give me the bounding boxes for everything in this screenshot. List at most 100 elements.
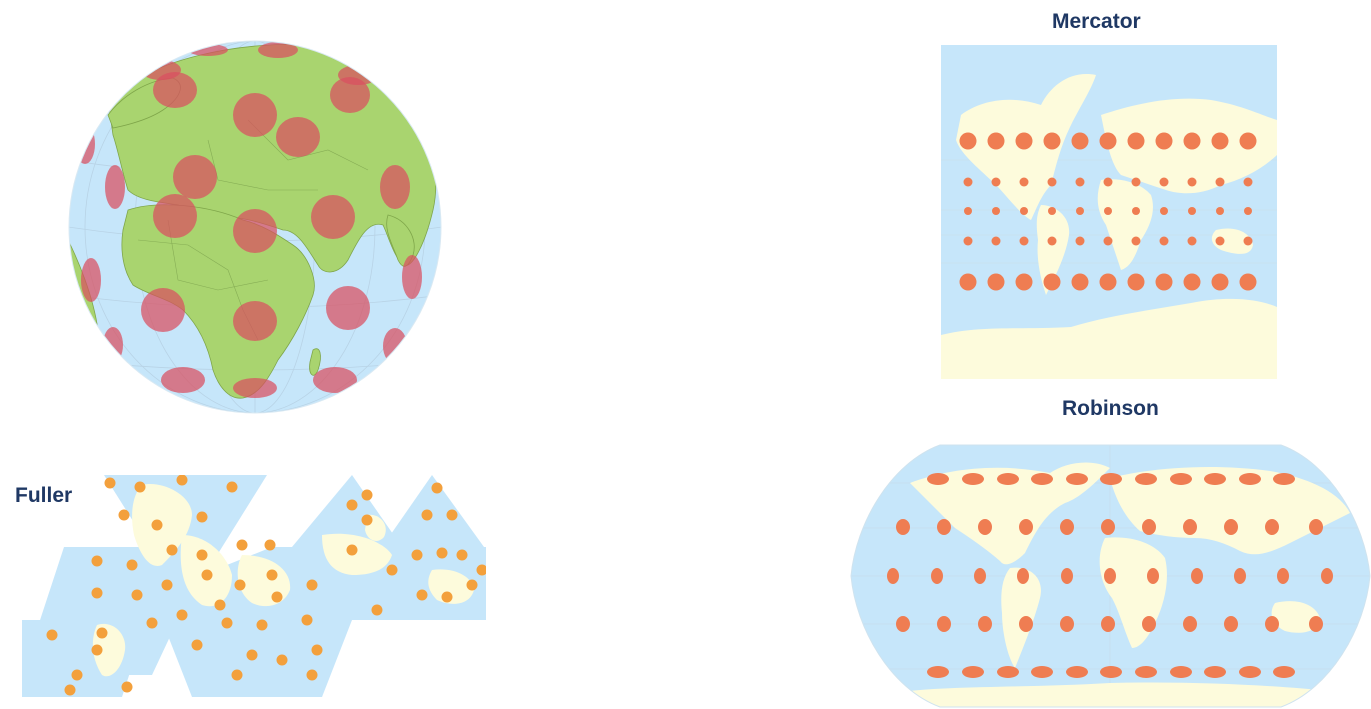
robinson-tissot-circle (1170, 666, 1192, 678)
robinson-tissot-circle (1277, 568, 1289, 584)
mercator-tissot-circle (1211, 273, 1229, 291)
robinson-tissot-circle (1101, 616, 1115, 632)
mercator-tissot-circle (1047, 177, 1057, 187)
fuller-tissot-circle (126, 559, 138, 571)
robinson-tissot-circle (931, 568, 943, 584)
globe-tissot-circle (233, 93, 277, 137)
fuller-tissot-circle (431, 482, 443, 494)
robinson-tissot-circle (1183, 616, 1197, 632)
fuller-tissot-circle (118, 509, 130, 521)
fuller-tissot-circle (306, 669, 318, 681)
globe-tissot-circle (233, 301, 277, 341)
robinson-tissot-circle (1224, 616, 1238, 632)
globe-tissot-circle (153, 194, 197, 238)
robinson-tissot-circle (997, 473, 1019, 485)
mercator-tissot-circle (991, 236, 1001, 246)
fuller-tissot-circle (231, 669, 243, 681)
globe-tissot-circle (313, 367, 357, 393)
mercator-tissot-circle (987, 273, 1005, 291)
robinson-map (850, 444, 1371, 708)
mercator-tissot-circle (1239, 273, 1257, 291)
mercator-tissot-circle (1015, 132, 1033, 150)
fuller-tissot-circle (456, 549, 468, 561)
mercator-tissot-circle (1103, 236, 1113, 246)
mercator-tissot-circle (1132, 207, 1140, 215)
fuller-tissot-circle (234, 579, 246, 591)
robinson-tissot-circle (1147, 568, 1159, 584)
fuller-tissot-circle (146, 617, 158, 629)
globe-tissot-circle (233, 378, 277, 398)
fuller-tissot-circle (361, 489, 373, 501)
fuller-title: Fuller (15, 484, 73, 507)
fuller-tissot-circle (221, 617, 233, 629)
mercator-tissot-circle (1243, 177, 1253, 187)
fuller-tissot-circle (446, 509, 458, 521)
mercator-tissot-circle (1127, 273, 1145, 291)
fuller-tissot-circle (301, 614, 313, 626)
mercator-tissot-circle (1043, 132, 1061, 150)
robinson-tissot-circle (1309, 519, 1323, 535)
fuller-tissot-circle (411, 549, 423, 561)
mercator-tissot-circle (1215, 177, 1225, 187)
robinson-tissot-circle (962, 666, 984, 678)
robinson-land-northamerica (910, 462, 1110, 565)
fuller-tissot-circle (256, 619, 268, 631)
mercator-tissot-circle (991, 177, 1001, 187)
mercator-tissot-circle (1075, 177, 1085, 187)
globe-tissot-circle (81, 258, 101, 302)
robinson-tissot-circle (927, 666, 949, 678)
globe-tissot-circle (402, 255, 422, 299)
globe-tissot-circle (173, 155, 217, 199)
globe-tissot-circle (141, 288, 185, 332)
mercator-tissot-circle (1244, 207, 1252, 215)
robinson-tissot-circle (927, 473, 949, 485)
mercator-tissot-circle (1019, 177, 1029, 187)
robinson-tissot-circle (1142, 519, 1156, 535)
globe-tissot-circle (161, 367, 205, 393)
mercator-tissot-circle (1188, 207, 1196, 215)
mercator-tissot-circle (1215, 236, 1225, 246)
mercator-tissot-circle (1211, 132, 1229, 150)
robinson-tissot-circle (974, 568, 986, 584)
mercator-tissot-circle (1131, 177, 1141, 187)
robinson-tissot-circle (1191, 568, 1203, 584)
robinson-tissot-circle (937, 519, 951, 535)
fuller-tissot-circle (134, 481, 146, 493)
robinson-land-eurasia (1110, 467, 1350, 555)
fuller-tissot-circle (191, 639, 203, 651)
mercator-land-antarctica (941, 298, 1277, 379)
mercator-map (941, 45, 1277, 379)
robinson-tissot-circle (1142, 616, 1156, 632)
robinson-tissot-circle (1060, 616, 1074, 632)
fuller-tissot-circle (311, 644, 323, 656)
robinson-tissot-circle (896, 519, 910, 535)
globe-tissot-circle (103, 327, 123, 363)
mercator-tissot-circle (1155, 132, 1173, 150)
fuller-tissot-circle (246, 649, 258, 661)
mercator-tissot-circle (963, 177, 973, 187)
robinson-tissot-circle (1061, 568, 1073, 584)
mercator-tissot-circle (1155, 273, 1173, 291)
mercator-tissot-circle (1099, 273, 1117, 291)
robinson-tissot-circle (937, 616, 951, 632)
mercator-tissot-circle (1159, 177, 1169, 187)
fuller-tissot-circle (436, 547, 448, 559)
robinson-tissot-circle (978, 616, 992, 632)
globe-borders (137, 119, 369, 341)
mercator-tissot-circle (959, 273, 977, 291)
fuller-tissot-circle (176, 609, 188, 621)
fuller-tissot-circle (104, 477, 116, 489)
fuller-tissot-circle (271, 591, 283, 603)
fuller-tissot-circle (416, 589, 428, 601)
globe-tissot-circle (311, 195, 355, 239)
mercator-tissot-circle (1243, 236, 1253, 246)
fuller-tissot-circle (361, 514, 373, 526)
fuller-tissot-circle (421, 509, 433, 521)
globe-tissot-circle (276, 117, 320, 157)
robinson-tissot-circle (1273, 666, 1295, 678)
robinson-tissot-circle (896, 616, 910, 632)
mercator-tissot-circle (1127, 132, 1145, 150)
fuller-tissot-circle (476, 564, 486, 576)
robinson-land-australia (1271, 601, 1320, 633)
fuller-tissot-circle (226, 481, 238, 493)
